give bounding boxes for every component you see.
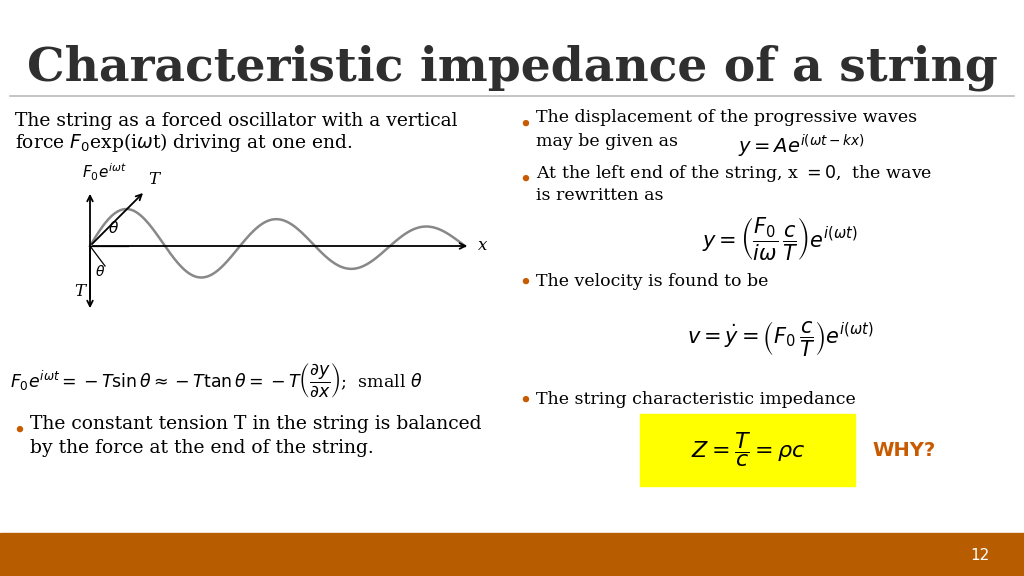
- Text: $y = \left(\dfrac{F_0}{i\omega}\,\dfrac{c}{T}\right)e^{i(\omega t)}$: $y = \left(\dfrac{F_0}{i\omega}\,\dfrac{…: [702, 215, 858, 263]
- Text: $F_0e^{i\omega t}$: $F_0e^{i\omega t}$: [82, 162, 127, 183]
- Text: force $F_0$exp(i$\omega$t) driving at one end.: force $F_0$exp(i$\omega$t) driving at on…: [15, 131, 353, 154]
- Text: Characteristic impedance of a string: Characteristic impedance of a string: [27, 45, 997, 91]
- Text: $\theta$: $\theta$: [95, 263, 105, 279]
- Bar: [640, 414, 855, 486]
- Text: $v = \dot{y} = \left(F_0\,\dfrac{c}{T}\right)e^{i(\omega t)}$: $v = \dot{y} = \left(F_0\,\dfrac{c}{T}\r…: [687, 319, 873, 358]
- Text: $\bullet$: $\bullet$: [518, 168, 530, 188]
- Text: may be given as: may be given as: [536, 134, 678, 150]
- Text: $F_0e^{i\omega t} = -T\sin\theta \approx -T\tan\theta = -T\left(\dfrac{\partial : $F_0e^{i\omega t} = -T\sin\theta \approx…: [10, 362, 423, 400]
- Text: by the force at the end of the string.: by the force at the end of the string.: [30, 439, 374, 457]
- Text: The string characteristic impedance: The string characteristic impedance: [536, 391, 856, 407]
- Text: 12: 12: [971, 548, 990, 563]
- Text: x: x: [478, 237, 487, 255]
- Text: The constant tension T in the string is balanced: The constant tension T in the string is …: [30, 415, 481, 433]
- Text: The displacement of the progressive waves: The displacement of the progressive wave…: [536, 109, 918, 127]
- Text: $\bullet$: $\bullet$: [518, 113, 530, 133]
- Text: $y = Ae^{i(\omega t - kx)}$: $y = Ae^{i(\omega t - kx)}$: [738, 132, 865, 160]
- Text: $\bullet$: $\bullet$: [12, 419, 25, 439]
- Text: T: T: [148, 171, 159, 188]
- Text: T: T: [74, 282, 85, 300]
- Text: At the left end of the string, x $= 0$,  the wave: At the left end of the string, x $= 0$, …: [536, 162, 932, 184]
- Text: is rewritten as: is rewritten as: [536, 187, 664, 203]
- Text: The velocity is found to be: The velocity is found to be: [536, 272, 768, 290]
- Text: The string as a forced oscillator with a vertical: The string as a forced oscillator with a…: [15, 112, 458, 130]
- Text: $\bullet$: $\bullet$: [518, 271, 530, 291]
- Text: $\theta$: $\theta$: [108, 220, 119, 236]
- Text: WHY?: WHY?: [872, 441, 935, 460]
- Bar: [0, 533, 1024, 576]
- Text: $Z = \dfrac{T}{c} = \rho c$: $Z = \dfrac{T}{c} = \rho c$: [690, 430, 806, 469]
- Text: $\bullet$: $\bullet$: [518, 389, 530, 409]
